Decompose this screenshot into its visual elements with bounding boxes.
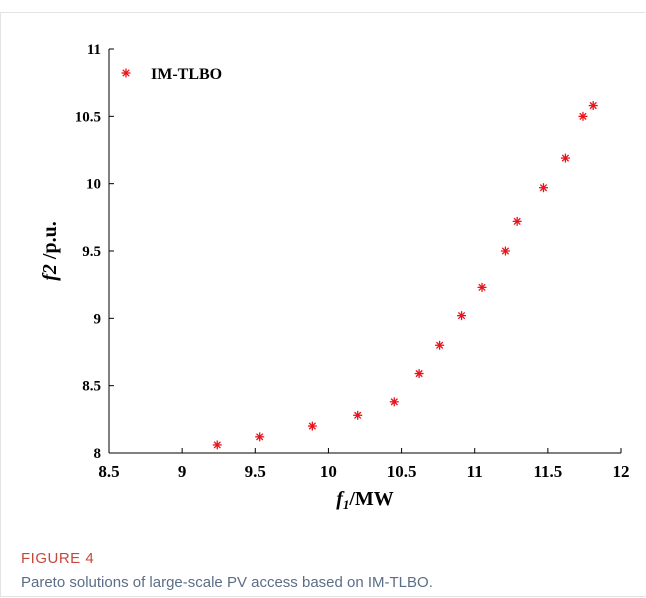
x-tick-label: 10 <box>320 462 337 481</box>
y-tick-label: 10 <box>86 177 101 193</box>
figure-number: FIGURE 4 <box>21 550 95 567</box>
y-tick-label: 9 <box>94 311 102 327</box>
data-point <box>457 311 467 321</box>
x-tick-label: 11.5 <box>533 462 562 481</box>
data-point <box>435 340 445 350</box>
x-tick-label: 8.5 <box>98 462 119 481</box>
data-point <box>353 410 363 420</box>
data-point <box>578 111 588 121</box>
x-tick-label: 11 <box>467 462 483 481</box>
data-point <box>477 282 487 292</box>
legend-marker <box>121 68 131 78</box>
y-tick-label: 11 <box>87 42 101 58</box>
data-point <box>307 421 317 431</box>
data-point <box>500 246 510 256</box>
y-tick-label: 10.5 <box>75 109 101 125</box>
y-tick-label: 9.5 <box>82 244 101 260</box>
y-tick-label: 8 <box>94 446 102 462</box>
chart-legend: IM-TLBO <box>121 66 222 83</box>
figure-card: 8.5 9 9.5 10 10.5 11 11.5 12 8 8.5 9 9.5 10 10.5 11 I… <box>0 12 645 597</box>
x-tick-label: 9 <box>178 462 187 481</box>
data-point <box>389 397 399 407</box>
x-axis-ticks: 8.5 9 9.5 10 10.5 11 11.5 12 <box>98 448 630 481</box>
data-point <box>255 432 265 442</box>
data-point <box>512 216 522 226</box>
data-point <box>212 440 222 450</box>
x-tick-label: 12 <box>613 462 630 481</box>
plot-axes <box>108 49 621 454</box>
x-tick-label: 9.5 <box>245 462 266 481</box>
data-point <box>588 101 598 111</box>
x-tick-label: 10.5 <box>387 462 417 481</box>
data-point <box>560 153 570 163</box>
x-axis-label: f1/MW <box>336 488 394 512</box>
y-axis-ticks: 8 8.5 9 9.5 10 10.5 11 <box>75 42 114 462</box>
data-point <box>538 183 548 193</box>
legend-label: IM-TLBO <box>151 66 222 83</box>
figure-caption: Pareto solutions of large-scale PV acces… <box>21 574 433 591</box>
data-point <box>414 369 424 379</box>
y-tick-label: 8.5 <box>82 379 101 395</box>
y-axis-label: f2 /p.u. <box>39 221 61 280</box>
data-points <box>212 101 598 450</box>
